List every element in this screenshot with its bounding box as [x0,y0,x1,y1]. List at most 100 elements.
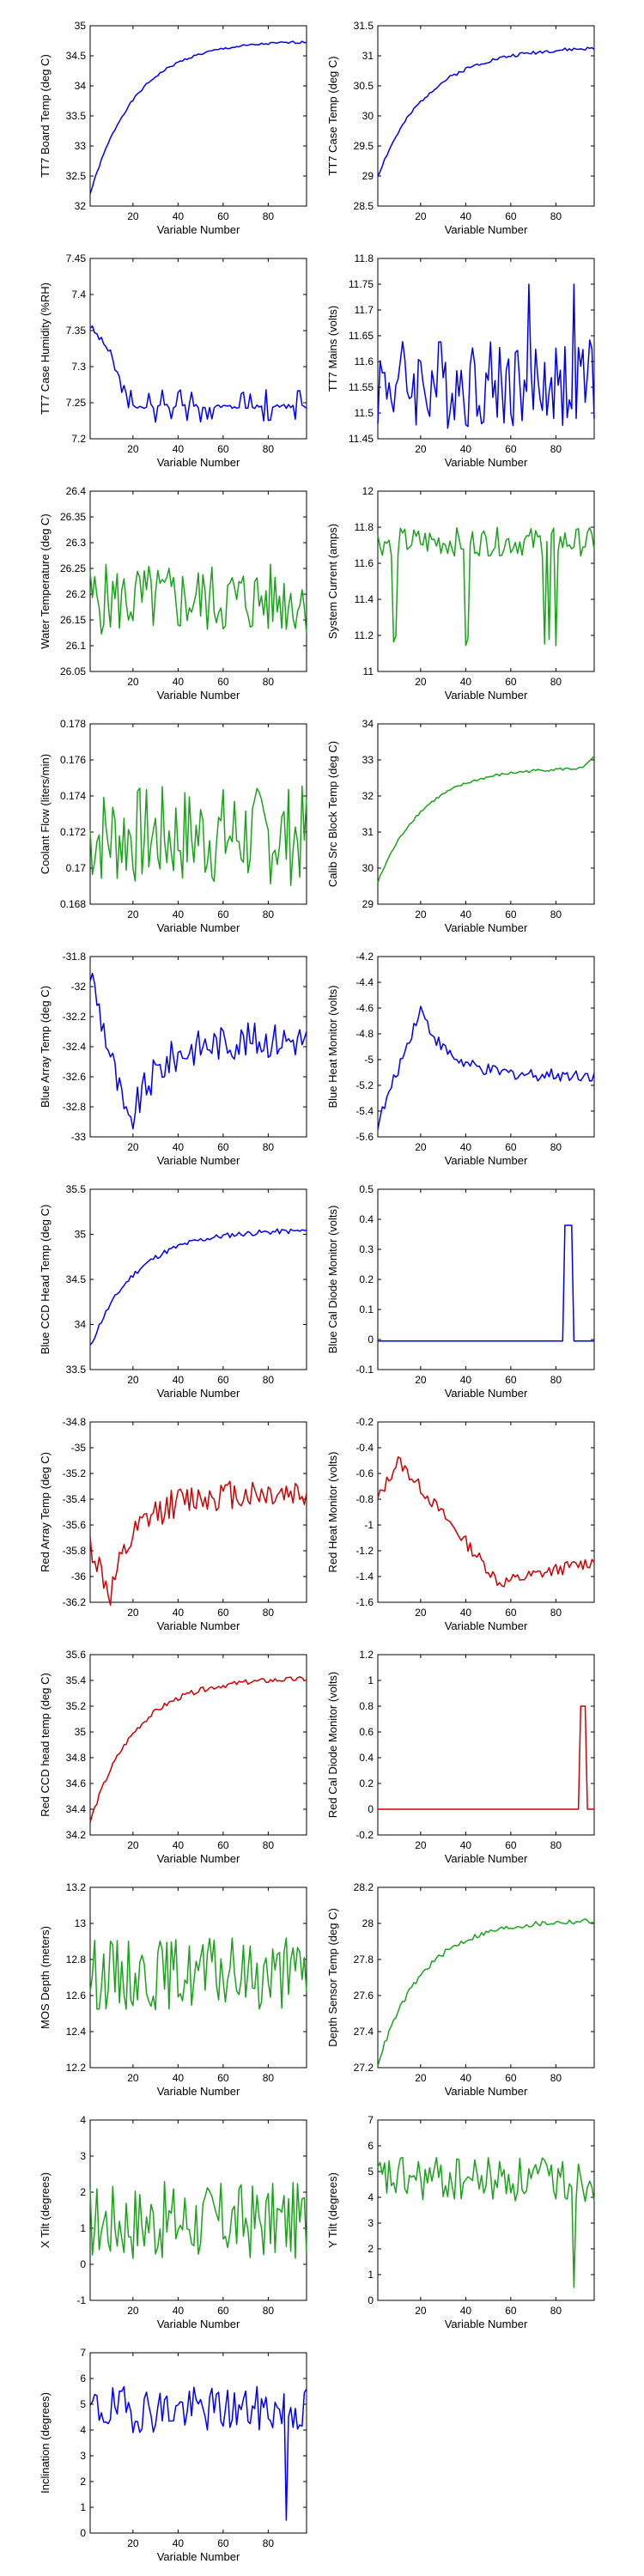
y-tick-label: 35 [75,20,87,32]
y-tick-label: 28 [362,1917,374,1929]
y-tick-label: 34.2 [66,1829,87,1841]
x-tick-label: 20 [415,908,427,920]
y-axis-label: TT7 Board Temp (deg C) [39,54,52,178]
plot-frame [377,2119,595,2301]
y-tick-label: 35.6 [66,1649,87,1661]
y-axis-label: Red Array Temp (deg C) [39,1452,52,1572]
y-tick-label: 32.5 [66,170,87,182]
y-tick-label: 1 [368,1674,374,1686]
plot-frame [89,1421,307,1603]
plot-frame [89,2119,307,2301]
series-line [377,1918,595,2067]
y-tick-label: 0.1 [359,1303,374,1315]
y-tick-label: 0.2 [359,1777,374,1789]
chart-panel: 27.2 27.4 27.6 27.8 28 28.2 20 40 60 80 Variable N… [326,1881,595,2098]
y-tick-label: 1 [80,2501,86,2513]
y-tick-label: 26.05 [60,665,86,677]
y-tick-label: 34 [75,1319,87,1331]
x-tick-label: 20 [127,1607,139,1619]
y-tick-label: 3 [80,2150,86,2162]
chart-panel: 0.168 0.17 0.172 0.174 0.176 0.178 20 40 60 80 Var… [39,718,307,934]
x-tick-label: 40 [460,1374,472,1386]
y-tick-label: 12.8 [66,1953,87,1965]
series-line [89,2180,307,2259]
y-tick-label: 4 [368,2191,374,2203]
y-tick-label: 33 [362,754,374,766]
y-tick-label: 0.4 [359,1752,374,1764]
y-tick-label: 7.45 [66,252,87,264]
y-tick-label: 26.15 [60,614,86,626]
y-tick-label: 7.3 [71,361,86,373]
y-axis-label: Blue Cal Diode Monitor (volts) [326,1206,339,1354]
y-tick-label: 12.2 [66,2062,87,2074]
x-tick-label: 80 [550,210,562,222]
x-axis-label: Variable Number [157,456,240,469]
y-tick-label: -36 [71,1571,87,1583]
y-tick-label: 11.6 [355,557,374,569]
y-tick-label: -5.6 [355,1131,374,1143]
y-tick-label: 33.5 [66,110,87,122]
x-tick-label: 80 [263,1141,275,1153]
x-tick-label: 80 [550,443,562,455]
y-tick-label: 31.5 [354,20,374,32]
x-axis-label: Variable Number [157,2318,240,2330]
y-tick-label: 12.4 [66,2026,87,2038]
x-tick-label: 20 [415,210,427,222]
x-tick-label: 20 [127,908,139,920]
plot-frame [377,1188,595,1370]
x-tick-label: 40 [173,2305,185,2317]
y-tick-label: 29 [362,170,374,182]
y-tick-label: -32.2 [63,1011,87,1023]
chart-panel: 11.45 11.5 11.55 11.6 11.65 11.7 11.75 11.8 20 40… [326,252,595,469]
y-tick-label: -35.6 [63,1519,87,1531]
y-axis-label: Depth Sensor Temp (deg C) [326,1908,339,2047]
y-tick-label: 11 [363,665,374,677]
chart-panel: 34.2 34.4 34.6 34.8 35 35.2 35.4 35.6 20 40 60 80 Va… [39,1649,307,1865]
y-tick-label: 11.4 [355,593,374,605]
y-tick-label: 34.6 [66,1777,87,1789]
y-axis-label: TT7 Mains (volts) [326,306,339,392]
x-tick-label: 40 [460,1839,472,1851]
y-tick-label: 11.55 [349,381,374,393]
y-tick-label: 26.1 [66,640,87,652]
x-tick-label: 60 [505,210,517,222]
x-axis-label: Variable Number [157,1852,240,1865]
plot-frame [89,2352,307,2534]
x-tick-label: 20 [127,2305,139,2317]
y-tick-label: 1 [80,2222,86,2234]
x-tick-label: 40 [173,1374,185,1386]
x-tick-label: 20 [415,1607,427,1619]
series-line [89,1676,307,1823]
x-tick-label: 60 [217,2305,229,2317]
x-tick-label: 60 [217,1839,229,1851]
series-line [89,563,307,635]
y-tick-label: 30.5 [354,80,374,92]
y-tick-label: 0.2 [359,1273,374,1285]
plot-frame [377,956,595,1138]
y-tick-label: 3 [368,2217,374,2229]
y-tick-label: 0.6 [359,1726,374,1738]
series-line [378,1705,594,1810]
x-tick-label: 40 [173,2537,185,2549]
y-tick-label: -0.4 [355,1442,374,1454]
x-tick-label: 40 [460,2305,472,2317]
y-tick-label: 2 [368,2243,374,2255]
x-tick-label: 80 [550,2305,562,2317]
y-axis-label: TT7 Case Temp (deg C) [326,56,339,175]
y-tick-label: 26.25 [60,562,86,574]
y-tick-label: 34.4 [66,1803,87,1815]
x-tick-label: 40 [173,676,185,688]
x-tick-label: 60 [505,443,517,455]
y-tick-label: 33 [75,140,87,152]
y-axis-label: MOS Depth (meters) [39,1926,52,2029]
y-tick-label: 7 [80,2347,86,2359]
y-tick-label: -36.2 [63,1596,87,1608]
y-tick-label: 4 [80,2424,86,2436]
x-axis-label: Variable Number [157,2085,240,2098]
x-tick-label: 60 [505,1839,517,1851]
y-tick-label: 31 [362,50,374,62]
y-tick-label: -32.4 [63,1041,87,1053]
y-tick-label: 11.7 [355,304,374,316]
chart-panel: -0.2 0 0.2 0.4 0.6 0.8 1 1.2 20 40 60 80 Variable Nu… [326,1649,595,1865]
y-tick-label: 7.2 [71,433,86,445]
